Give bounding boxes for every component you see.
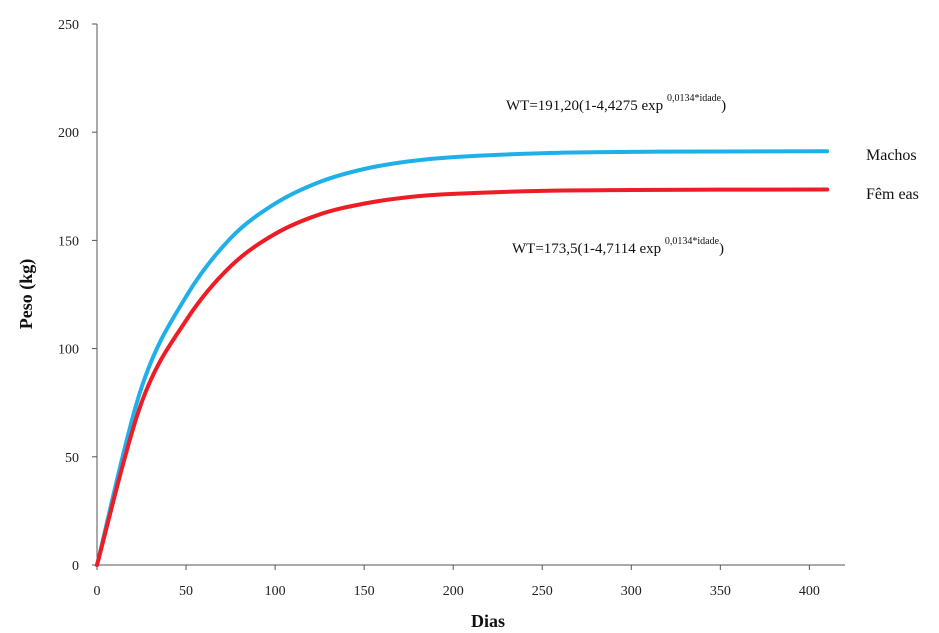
- series-line-femeas: [95, 187, 830, 567]
- y-ticks: 0 50 100 150 200 250: [58, 18, 97, 574]
- femeas-equation-close: ): [719, 241, 724, 257]
- femeas-equation-main: WT=173,5(1-4,7114 exp: [512, 241, 665, 257]
- y-tick-label: 150: [58, 234, 79, 249]
- femeas-equation: WT=173,5(1-4,7114 exp 0,0134*idade): [512, 236, 724, 257]
- series-lines: [95, 149, 830, 567]
- x-tick-label: 0: [94, 584, 101, 599]
- y-tick-label: 100: [58, 343, 79, 358]
- x-tick-label: 200: [443, 584, 464, 599]
- x-tick-label: 350: [710, 584, 731, 599]
- x-tick-label: 300: [621, 584, 642, 599]
- series-label-machos: Machos: [866, 147, 917, 164]
- y-tick-label: 50: [65, 451, 79, 466]
- x-tick-label: 100: [265, 584, 286, 599]
- machos-equation: WT=191,20(1-4,4275 exp 0,0134*idade): [506, 93, 726, 114]
- y-tick-label: 200: [58, 126, 79, 141]
- y-axis-title: Peso (kg): [16, 259, 37, 330]
- x-ticks: 0 50 100 150 200 250 300 350 400: [94, 565, 820, 599]
- axes: [96, 24, 845, 566]
- machos-equation-close: ): [721, 98, 726, 114]
- femeas-equation-exponent: 0,0134*idade: [665, 236, 720, 247]
- series-line-machos: [95, 149, 830, 567]
- y-tick-label: 0: [72, 559, 79, 574]
- x-tick-label: 400: [799, 584, 820, 599]
- series-label-femeas: Fêm eas: [866, 186, 919, 203]
- machos-equation-exponent: 0,0134*idade: [667, 93, 722, 104]
- y-tick-label: 250: [58, 18, 79, 33]
- x-tick-label: 50: [179, 584, 193, 599]
- x-tick-label: 150: [354, 584, 375, 599]
- x-tick-label: 250: [532, 584, 553, 599]
- machos-equation-main: WT=191,20(1-4,4275 exp: [506, 98, 667, 114]
- x-axis-title: Dias: [471, 611, 505, 631]
